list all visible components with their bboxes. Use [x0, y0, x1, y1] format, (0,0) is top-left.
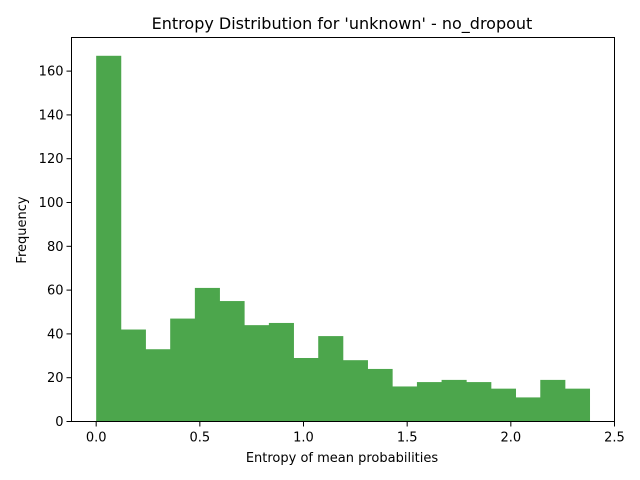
- x-tick-label: 0.0: [86, 431, 107, 446]
- histogram-bar: [268, 322, 294, 422]
- chart-title: Entropy Distribution for 'unknown' - no_…: [152, 14, 533, 34]
- plot-frame: [71, 37, 615, 422]
- histogram-bar: [515, 397, 541, 422]
- histogram-bar: [416, 382, 442, 422]
- histogram-bar: [540, 379, 566, 422]
- histogram-bar: [367, 368, 393, 422]
- histogram-bar: [293, 357, 319, 422]
- histogram-bar: [96, 55, 122, 422]
- y-axis-label: Frequency: [15, 196, 30, 263]
- y-tick-label: 80: [47, 240, 64, 255]
- histogram-bar: [392, 386, 418, 422]
- y-tick-label: 140: [39, 108, 64, 123]
- y-tick-label: 100: [39, 196, 64, 211]
- y-tick-label: 40: [47, 327, 64, 342]
- x-tick-label: 0.5: [189, 431, 210, 446]
- x-tick-label: 2.0: [500, 431, 521, 446]
- histogram-bar: [219, 301, 245, 422]
- histogram-bar: [170, 318, 196, 422]
- histogram-bar: [318, 336, 344, 422]
- histogram-bar: [564, 388, 591, 422]
- histogram-bar: [490, 388, 517, 422]
- y-tick-label: 0: [55, 415, 63, 430]
- histogram-bar: [120, 329, 146, 422]
- x-tick-label: 1.0: [293, 431, 314, 446]
- y-tick-label: 120: [39, 152, 64, 167]
- x-tick-label: 1.5: [397, 431, 418, 446]
- histogram-bar: [342, 360, 368, 422]
- bars-group: [96, 55, 591, 422]
- x-tick-label: 2.5: [604, 431, 625, 446]
- y-tick-label: 20: [47, 371, 64, 386]
- histogram-bar: [441, 379, 467, 422]
- y-axis-ticks: 0 20 40 60 80 100 120 140 160: [39, 65, 72, 430]
- histogram-bar: [244, 325, 270, 422]
- histogram-bar: [466, 382, 492, 422]
- x-axis-ticks: 0.0 0.5 1.0 1.5 2.0 2.5: [86, 421, 625, 446]
- histogram-bar: [194, 287, 220, 422]
- y-tick-label: 60: [47, 284, 64, 299]
- histogram-bar: [145, 349, 171, 422]
- y-tick-label: 160: [39, 65, 64, 80]
- x-axis-label: Entropy of mean probabilities: [246, 451, 439, 466]
